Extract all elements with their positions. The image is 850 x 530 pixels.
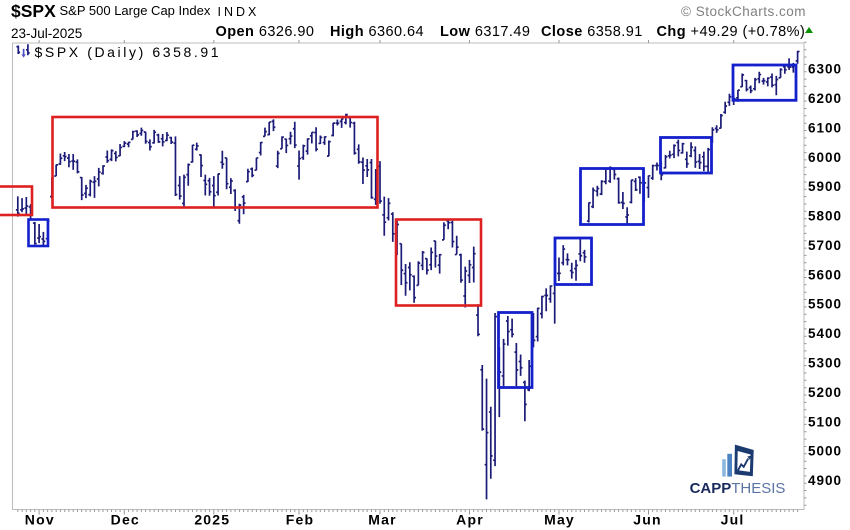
svg-text:5200: 5200 [808, 385, 842, 400]
svg-text:CAPPTHESIS: CAPPTHESIS [690, 480, 786, 497]
svg-text:6100: 6100 [808, 120, 842, 135]
svg-text:Feb: Feb [286, 512, 315, 528]
svg-text:Jul: Jul [721, 512, 745, 528]
svg-text:5300: 5300 [808, 356, 842, 371]
svg-text:Apr: Apr [456, 512, 484, 528]
svg-text:Dec: Dec [111, 512, 140, 528]
svg-text:4900: 4900 [808, 473, 842, 488]
svg-text:5500: 5500 [808, 297, 842, 312]
svg-text:5000: 5000 [808, 444, 842, 459]
svg-text:Mar: Mar [368, 512, 397, 528]
svg-text:6000: 6000 [808, 150, 842, 165]
svg-text:$SPX (Daily) 6358.91: $SPX (Daily) 6358.91 [35, 44, 222, 60]
svg-text:2025: 2025 [194, 512, 230, 528]
svg-text:5100: 5100 [808, 414, 842, 429]
svg-text:6200: 6200 [808, 91, 842, 106]
svg-text:5700: 5700 [808, 238, 842, 253]
svg-text:6300: 6300 [808, 62, 842, 77]
svg-text:5600: 5600 [808, 267, 842, 282]
svg-text:5800: 5800 [808, 209, 842, 224]
svg-text:May: May [544, 512, 575, 528]
svg-text:5900: 5900 [808, 179, 842, 194]
svg-text:5400: 5400 [808, 326, 842, 341]
svg-text:Nov: Nov [25, 512, 55, 528]
svg-text:Jun: Jun [633, 512, 662, 528]
